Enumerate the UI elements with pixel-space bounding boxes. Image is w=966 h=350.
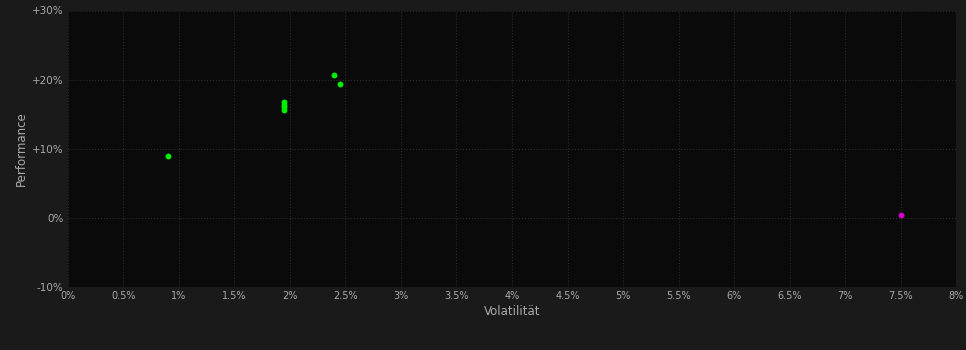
Point [160,153,176,159]
Point [327,72,342,78]
Y-axis label: Performance: Performance [14,111,28,186]
Point [332,82,348,87]
Point [276,105,292,110]
Point [276,99,292,105]
Point [276,107,292,113]
Point [276,102,292,107]
Point [893,212,908,218]
X-axis label: Volatilität: Volatilität [484,305,540,318]
